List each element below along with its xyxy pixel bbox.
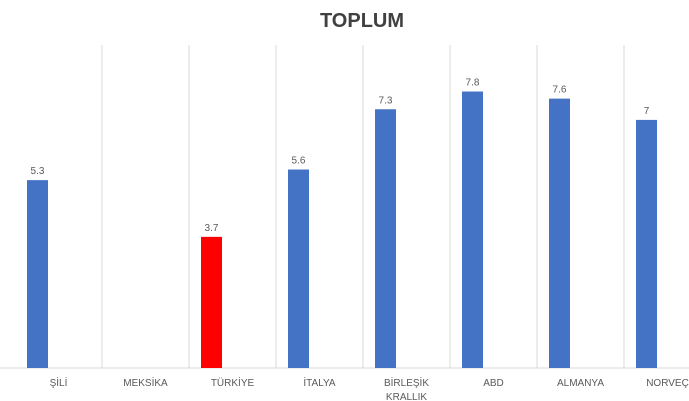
data-label: 7.8 [466,78,480,89]
data-label: 3.7 [205,223,219,234]
data-label: 7.3 [379,95,393,106]
data-label: 7 [644,106,650,117]
bar [375,109,396,368]
x-tick-label: NORVEÇ [646,378,689,389]
bar [27,180,48,368]
bar [549,98,570,368]
x-tick-label: TÜRKİYE [210,378,255,389]
chart-title: TOPLUM [320,10,404,32]
data-label: 7.6 [553,85,567,96]
bar [462,91,483,369]
bar [288,169,309,368]
x-tick-label: ALMANYA [556,378,605,389]
bar [201,236,222,368]
x-tick-label: ABD [483,378,504,389]
x-tick-label: ŞİLİ [49,378,68,389]
bar [636,119,657,368]
data-label: 5.3 [31,166,45,177]
x-tick-label: İTALYA [303,378,336,389]
data-label: 5.6 [292,156,306,167]
x-tick-label: MEKSİKA [123,378,168,389]
x-tick-label: BİRLEŞİK KRALLIK [383,378,430,401]
